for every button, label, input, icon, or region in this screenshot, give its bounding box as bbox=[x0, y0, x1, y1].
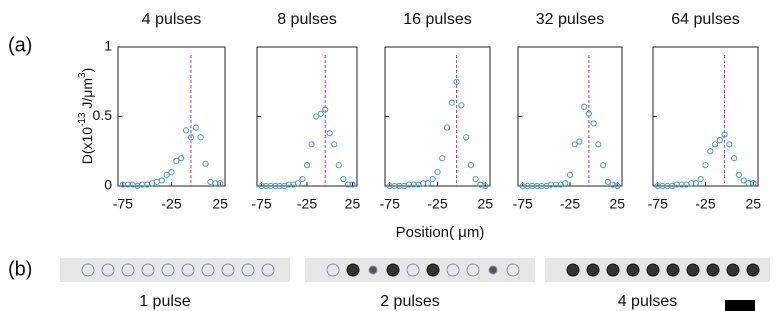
spot bbox=[667, 264, 679, 276]
plot-frame bbox=[518, 47, 622, 186]
x-tick-label: -25 bbox=[695, 196, 715, 212]
y-tick-label: 1 bbox=[104, 38, 112, 54]
plot-frame bbox=[257, 47, 357, 186]
data-point bbox=[318, 111, 323, 116]
x-tick-label: 25 bbox=[477, 196, 493, 212]
x-tick-label: 25 bbox=[609, 196, 625, 212]
data-point bbox=[193, 125, 198, 130]
data-point bbox=[174, 158, 179, 163]
data-point bbox=[198, 135, 203, 140]
x-tick-label: -25 bbox=[427, 196, 447, 212]
data-point bbox=[741, 178, 746, 183]
x-tick-label: -75 bbox=[380, 196, 400, 212]
x-tick-label: 25 bbox=[212, 196, 228, 212]
data-point bbox=[164, 172, 169, 177]
data-point bbox=[577, 139, 582, 144]
chart-title: 8 pulses bbox=[277, 11, 337, 28]
spot bbox=[727, 264, 739, 276]
chart-title: 32 pulses bbox=[536, 11, 605, 28]
data-point bbox=[567, 172, 572, 177]
data-point bbox=[727, 142, 732, 147]
data-point bbox=[430, 176, 435, 181]
data-point bbox=[179, 156, 184, 161]
x-tick-label: -25 bbox=[161, 196, 181, 212]
x-tick-label: -25 bbox=[297, 196, 317, 212]
spot bbox=[347, 264, 359, 276]
data-point bbox=[304, 163, 309, 168]
y-label-part: D(x10 bbox=[79, 127, 95, 165]
plot-frame bbox=[653, 47, 758, 186]
spot bbox=[627, 264, 639, 276]
data-point bbox=[336, 163, 341, 168]
chart-title: 64 pulses bbox=[671, 11, 740, 28]
spot bbox=[687, 264, 699, 276]
spot bbox=[587, 264, 599, 276]
data-point bbox=[600, 163, 605, 168]
y-tick-label: 0 bbox=[104, 177, 112, 193]
data-point bbox=[332, 142, 337, 147]
y-tick-label: 0.5 bbox=[93, 107, 113, 123]
spot bbox=[607, 264, 619, 276]
data-point bbox=[582, 104, 587, 109]
x-tick-label: -75 bbox=[113, 196, 133, 212]
chart-title: 16 pulses bbox=[403, 11, 472, 28]
data-point bbox=[459, 103, 464, 108]
data-point bbox=[444, 125, 449, 130]
spot bbox=[647, 264, 659, 276]
plot-frame bbox=[118, 47, 225, 186]
chart-title: 4 pulses bbox=[142, 11, 202, 28]
data-point bbox=[732, 156, 737, 161]
data-point bbox=[464, 135, 469, 140]
x-tick-label: -75 bbox=[251, 196, 271, 212]
data-point bbox=[717, 138, 722, 143]
y-label-part: ) bbox=[79, 68, 95, 73]
data-point bbox=[703, 163, 708, 168]
spot bbox=[747, 264, 759, 276]
data-point bbox=[449, 100, 454, 105]
spot bbox=[369, 266, 377, 274]
data-point bbox=[159, 178, 164, 183]
spot bbox=[707, 264, 719, 276]
data-point bbox=[708, 149, 713, 154]
x-tick-label: 25 bbox=[345, 196, 361, 212]
x-axis-label: Position( μm) bbox=[396, 224, 485, 241]
spot bbox=[567, 264, 579, 276]
data-point bbox=[300, 176, 305, 181]
spot bbox=[489, 266, 497, 274]
panel-label: (b) bbox=[8, 258, 32, 280]
data-point bbox=[596, 142, 601, 147]
data-point bbox=[435, 170, 440, 175]
spot bbox=[427, 264, 439, 276]
spot bbox=[387, 264, 399, 276]
data-point bbox=[468, 163, 473, 168]
data-point bbox=[473, 176, 478, 181]
x-tick-label: -25 bbox=[560, 196, 580, 212]
figure: (a) (b) Position( μm) D(x10-13 J/μm3) 4 … bbox=[0, 0, 780, 311]
panel-label: (a) bbox=[8, 34, 32, 56]
data-point bbox=[327, 131, 332, 136]
data-point bbox=[563, 181, 568, 186]
caption: 1 pulse bbox=[139, 293, 191, 310]
y-label-part: -13 bbox=[77, 112, 88, 127]
data-point bbox=[698, 176, 703, 181]
plot-frame bbox=[385, 47, 490, 186]
caption: 2 pulses bbox=[380, 293, 440, 310]
x-tick-label: -75 bbox=[513, 196, 533, 212]
data-point bbox=[309, 142, 314, 147]
data-point bbox=[203, 161, 208, 166]
x-tick-label: 25 bbox=[745, 196, 761, 212]
scale-bar bbox=[725, 300, 755, 311]
data-point bbox=[736, 172, 741, 177]
caption: 4 pulses bbox=[618, 293, 678, 310]
data-point bbox=[341, 176, 346, 181]
data-point bbox=[183, 128, 188, 133]
data-point bbox=[169, 170, 174, 175]
x-tick-label: -75 bbox=[648, 196, 668, 212]
data-point bbox=[440, 156, 445, 161]
data-point bbox=[591, 121, 596, 126]
data-point bbox=[712, 142, 717, 147]
